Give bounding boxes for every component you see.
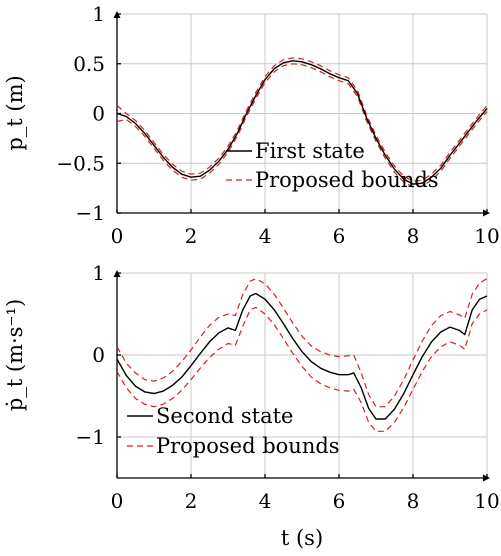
x-tick-label: 4 bbox=[259, 489, 272, 513]
y-axis-label: ṗ_t (m·s⁻¹) bbox=[3, 299, 27, 411]
x-tick-label: 8 bbox=[407, 224, 420, 248]
y-tick-label: 0 bbox=[92, 102, 105, 126]
x-tick-label: 4 bbox=[259, 224, 272, 248]
series-line-bound bbox=[116, 63, 488, 188]
x-tick-label: 8 bbox=[407, 489, 420, 513]
legend-label: Second state bbox=[156, 404, 293, 428]
series-line-bound bbox=[116, 306, 488, 432]
x-tick-label: 2 bbox=[185, 224, 198, 248]
legend-label: Proposed bounds bbox=[156, 434, 340, 458]
x-tick-label: 0 bbox=[111, 224, 124, 248]
y-tick-label: 1 bbox=[92, 2, 105, 26]
top-panel: 0 2 4 6 8 10 1 0.5 0 −0.5 −1 p_t (m) First state Prop… bbox=[3, 2, 500, 248]
legend-label: Proposed bounds bbox=[255, 168, 439, 192]
y-tick-label: 1 bbox=[92, 261, 105, 285]
series-line-state bbox=[116, 292, 488, 420]
x-axis-label: t (s) bbox=[281, 526, 323, 550]
x-tick-label: 10 bbox=[474, 224, 499, 248]
x-tick-label: 2 bbox=[185, 489, 198, 513]
x-tick-label: 10 bbox=[474, 489, 499, 513]
x-tick-label: 0 bbox=[111, 489, 124, 513]
y-tick-label: 0 bbox=[92, 343, 105, 367]
x-tick-label: 6 bbox=[333, 489, 346, 513]
y-tick-label: 0.5 bbox=[73, 52, 105, 76]
y-tick-label: −1 bbox=[76, 425, 105, 449]
legend-label: First state bbox=[255, 139, 365, 163]
y-tick-label: −1 bbox=[76, 201, 105, 225]
series-line-bound bbox=[116, 278, 488, 408]
series-line-bound bbox=[116, 57, 488, 182]
x-tick-label: 6 bbox=[333, 224, 346, 248]
series-line-state bbox=[116, 60, 488, 185]
y-tick-label: −0.5 bbox=[56, 151, 105, 175]
y-axis-label: p_t (m) bbox=[3, 75, 27, 150]
